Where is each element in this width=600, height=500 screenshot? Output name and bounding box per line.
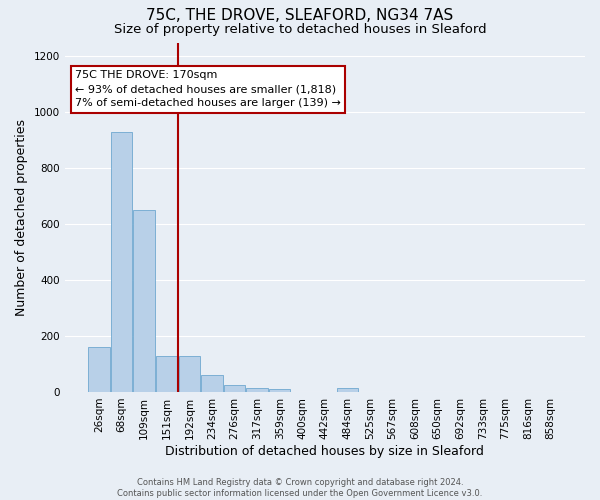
Y-axis label: Number of detached properties: Number of detached properties xyxy=(15,118,28,316)
Text: 75C THE DROVE: 170sqm
← 93% of detached houses are smaller (1,818)
7% of semi-de: 75C THE DROVE: 170sqm ← 93% of detached … xyxy=(75,70,341,108)
Bar xyxy=(156,356,178,392)
Text: 75C, THE DROVE, SLEAFORD, NG34 7AS: 75C, THE DROVE, SLEAFORD, NG34 7AS xyxy=(146,8,454,22)
Bar xyxy=(179,356,200,392)
Text: Contains HM Land Registry data © Crown copyright and database right 2024.
Contai: Contains HM Land Registry data © Crown c… xyxy=(118,478,482,498)
Bar xyxy=(337,388,358,392)
Bar xyxy=(247,388,268,392)
Bar xyxy=(269,389,290,392)
X-axis label: Distribution of detached houses by size in Sleaford: Distribution of detached houses by size … xyxy=(166,444,484,458)
Bar xyxy=(133,210,155,392)
Text: Size of property relative to detached houses in Sleaford: Size of property relative to detached ho… xyxy=(113,22,487,36)
Bar xyxy=(88,347,110,392)
Bar xyxy=(111,132,133,392)
Bar xyxy=(201,375,223,392)
Bar xyxy=(224,385,245,392)
